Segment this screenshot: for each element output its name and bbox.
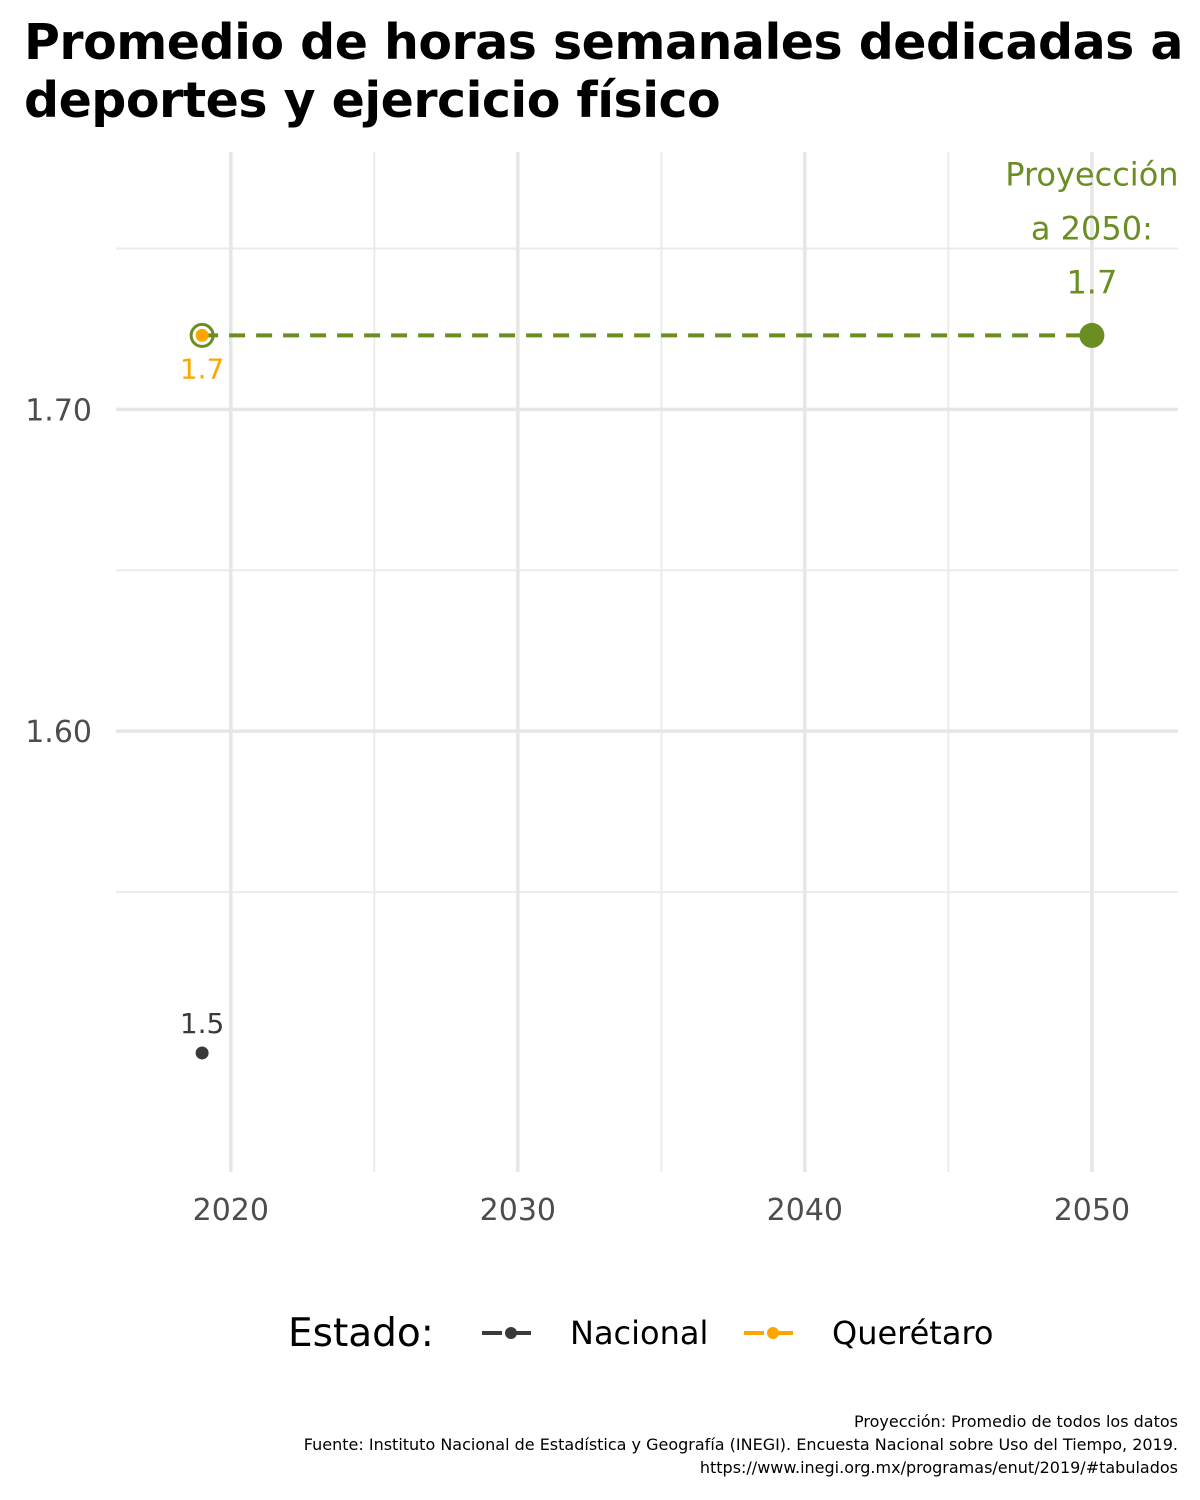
y-tick-label: 1.60: [25, 715, 92, 750]
caption-url: https://www.inegi.org.mx/programas/enut/…: [699, 1458, 1178, 1477]
legend-label: Nacional: [570, 1314, 708, 1352]
axis-tick-labels: 2020 2030 2040 2050 1.60 1.70: [25, 393, 1130, 1228]
legend-title: Estado:: [288, 1311, 434, 1356]
projection-label-line: a 2050:: [1031, 209, 1153, 247]
major-gridlines: [116, 152, 1178, 1172]
legend-key-point: [767, 1327, 779, 1339]
minor-gridlines: [116, 152, 1178, 1172]
data-label-nacional: 1.5: [180, 1007, 225, 1040]
projection-label-line: Proyección: [1005, 155, 1178, 193]
x-tick-label: 2040: [767, 1193, 843, 1228]
series-layer: Proyección a 2050: 1.7 1.5 1.7: [180, 155, 1179, 1060]
legend-key-point: [505, 1327, 517, 1339]
chart-title: Promedio de horas semanales dedicadas a …: [24, 14, 1183, 129]
x-tick-label: 2020: [193, 1193, 269, 1228]
caption-projection-note: Proyección: Promedio de todos los datos: [854, 1412, 1178, 1431]
y-tick-label: 1.70: [25, 393, 92, 428]
data-label-queretaro: 1.7: [180, 352, 225, 385]
data-point-queretaro: [195, 328, 209, 342]
caption-source: Fuente: Instituto Nacional de Estadístic…: [303, 1435, 1178, 1454]
projection-start-ring: [189, 322, 215, 348]
legend: Estado: Nacional Querétaro: [288, 1311, 993, 1356]
projection-label-line: 1.7: [1066, 263, 1117, 301]
x-tick-label: 2030: [480, 1193, 556, 1228]
x-tick-label: 2050: [1054, 1193, 1130, 1228]
data-point-nacional: [195, 1046, 209, 1060]
legend-label: Querétaro: [832, 1314, 993, 1352]
projection-end-point: [1079, 322, 1105, 348]
caption: Proyección: Promedio de todos los datos …: [304, 1410, 1178, 1479]
